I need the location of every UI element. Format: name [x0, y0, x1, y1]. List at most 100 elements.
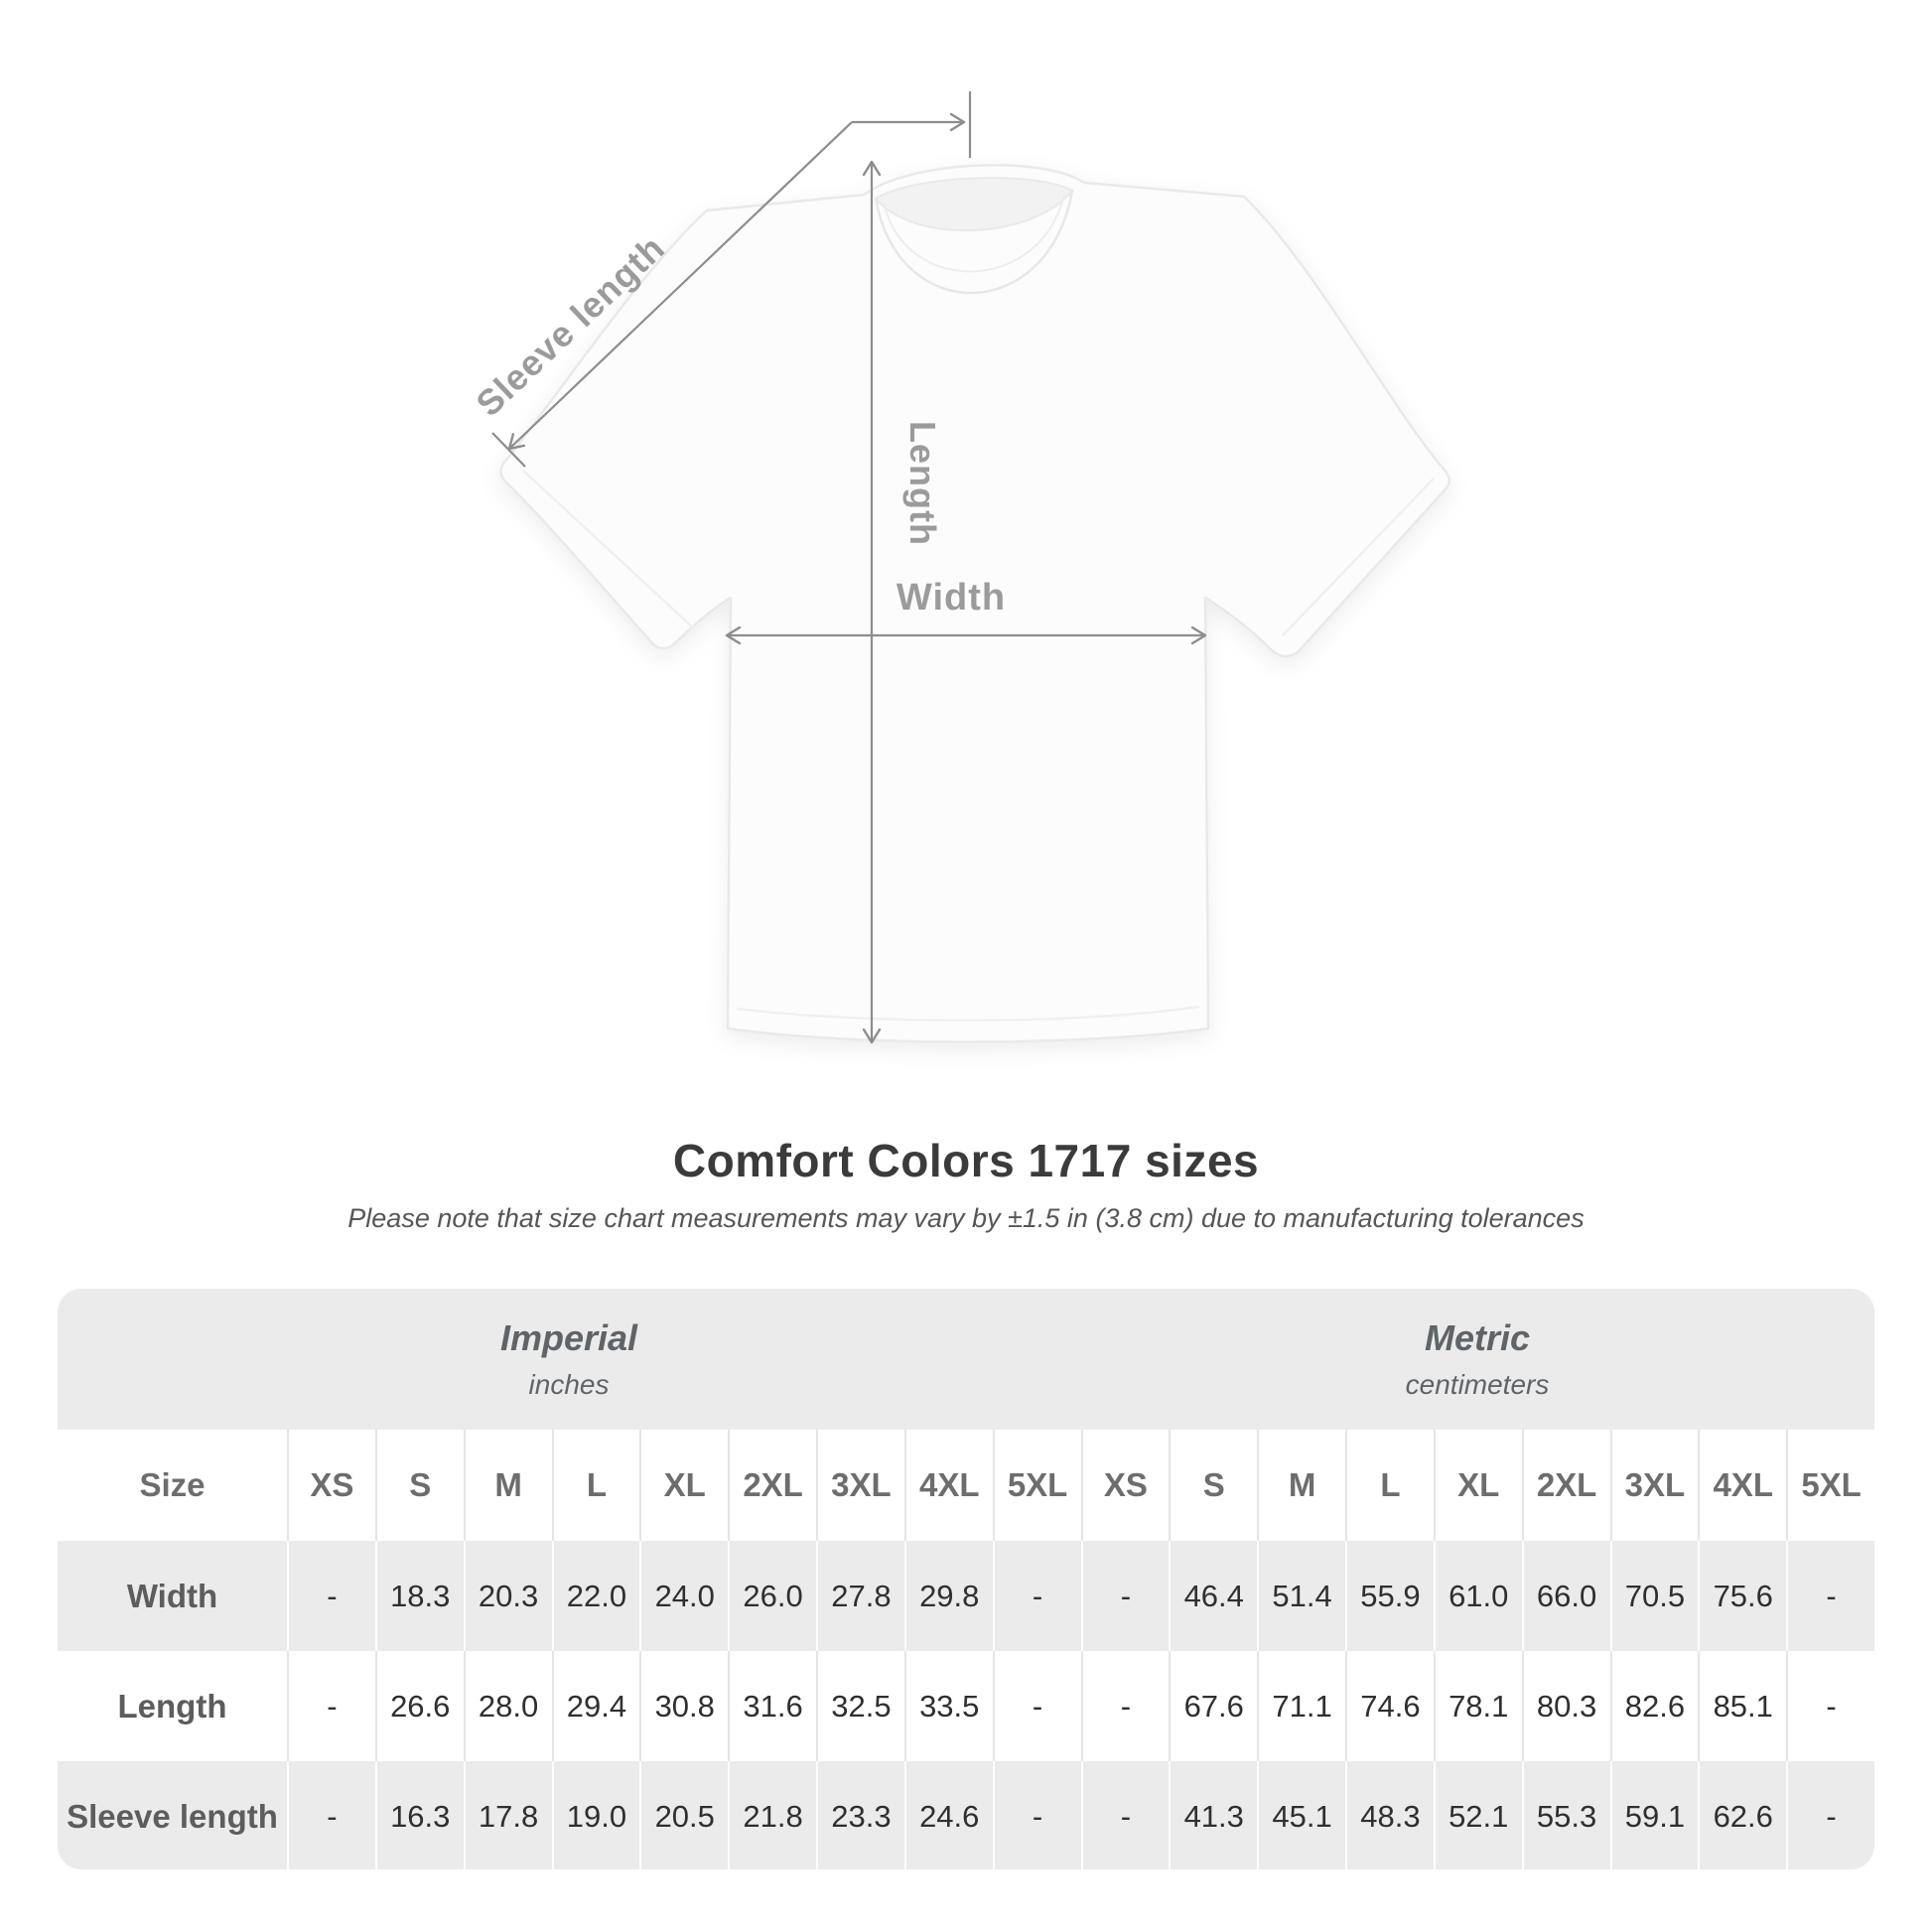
metric-unit-group: Metric centimeters: [1080, 1289, 1874, 1430]
value-cell: 55.9: [1345, 1541, 1434, 1651]
value-cell: 52.1: [1433, 1761, 1522, 1869]
value-cell: 26.0: [728, 1541, 816, 1651]
size-header-cell: L: [551, 1430, 640, 1541]
imperial-unit-group: Imperial inches: [58, 1289, 1080, 1430]
length-label: Length: [902, 421, 943, 546]
size-header-cell: M: [463, 1430, 552, 1541]
tshirt-collar-outer-seam: [874, 190, 1074, 295]
size-header-cell: S: [1169, 1430, 1257, 1541]
size-header-cell: 5XL: [1786, 1430, 1874, 1541]
value-cell: 62.6: [1698, 1761, 1786, 1869]
size-header-cell: S: [374, 1430, 464, 1541]
tshirt-hem-stitch: [736, 1005, 1200, 1022]
value-cell: 33.5: [903, 1651, 993, 1761]
value-cell: 30.8: [639, 1651, 728, 1761]
row-label: Sleeve length: [67, 1797, 278, 1835]
value-cell: 71.1: [1257, 1651, 1345, 1761]
width-label: Width: [897, 577, 1006, 619]
imperial-unit: inches: [528, 1369, 610, 1400]
value-cell: 45.1: [1257, 1761, 1345, 1869]
tshirt-image: [499, 164, 1450, 1043]
imperial-label: Imperial: [499, 1317, 638, 1358]
value-cell: 27.8: [816, 1541, 904, 1651]
row-label: Length: [117, 1687, 227, 1725]
size-header-cell: 5XL: [992, 1430, 1081, 1541]
value-cell: -: [287, 1761, 375, 1869]
size-table: Imperial inches Metric centimeters Size X…: [58, 1289, 1874, 1869]
unit-header-band: Imperial inches Metric centimeters: [58, 1289, 1874, 1430]
value-cell: 29.4: [551, 1651, 640, 1761]
size-header-cell: 3XL: [1609, 1430, 1699, 1541]
value-cell: 55.3: [1521, 1761, 1610, 1869]
sleeve-end-tick: [491, 432, 526, 468]
metric-label: Metric: [1424, 1317, 1531, 1358]
size-header-cell: 4XL: [1698, 1430, 1786, 1541]
value-cell: 29.8: [903, 1541, 993, 1651]
width-row: Width -18.3 20.3 22.0 24.0 26.0 27.8 29.8- -46.4…: [58, 1541, 1874, 1651]
value-cell: 24.0: [639, 1541, 728, 1651]
metric-unit: centimeters: [1405, 1369, 1550, 1400]
value-cell: 20.3: [463, 1541, 552, 1651]
size-header-cell: XS: [1080, 1430, 1170, 1541]
page-title: Comfort Colors 1717 sizes: [672, 1135, 1260, 1186]
value-cell: 26.6: [374, 1651, 464, 1761]
tshirt-collar-inner-seam: [883, 193, 1065, 273]
value-cell: -: [287, 1651, 375, 1761]
value-cell: 22.0: [551, 1541, 640, 1651]
value-cell: 16.3: [374, 1761, 464, 1869]
value-cell: 82.6: [1609, 1651, 1699, 1761]
value-cell: 78.1: [1433, 1651, 1522, 1761]
value-cell: 80.3: [1521, 1651, 1610, 1761]
value-cell: 46.4: [1169, 1541, 1257, 1651]
size-header-cell: 3XL: [816, 1430, 904, 1541]
value-cell: -: [1786, 1651, 1874, 1761]
value-cell: 31.6: [728, 1651, 816, 1761]
tshirt-measurement-diagram: Sleeve length Length Width: [468, 91, 1450, 1044]
value-cell: 61.0: [1433, 1541, 1522, 1651]
value-cell: 41.3: [1169, 1761, 1257, 1869]
value-cell: -: [992, 1541, 1081, 1651]
value-cell: 19.0: [551, 1761, 640, 1869]
value-cell: 24.6: [903, 1761, 993, 1869]
value-cell: 85.1: [1698, 1651, 1786, 1761]
value-cell: 75.6: [1698, 1541, 1786, 1651]
tshirt-body: [499, 164, 1450, 1043]
value-cell: -: [1080, 1761, 1170, 1869]
value-cell: 18.3: [374, 1541, 464, 1651]
value-cell: 28.0: [463, 1651, 552, 1761]
value-cell: 48.3: [1345, 1761, 1434, 1869]
size-header-cell: XS: [287, 1430, 375, 1541]
value-cell: 74.6: [1345, 1651, 1434, 1761]
size-header-cell: XL: [1433, 1430, 1522, 1541]
value-cell: 51.4: [1257, 1541, 1345, 1651]
value-cell: 67.6: [1169, 1651, 1257, 1761]
value-cell: -: [992, 1761, 1081, 1869]
sleeve-dimension-line: [507, 121, 853, 451]
value-cell: -: [1786, 1761, 1874, 1869]
size-header-cell: M: [1257, 1430, 1345, 1541]
row-label: Width: [126, 1577, 218, 1614]
size-header-cell: 2XL: [1521, 1430, 1610, 1541]
tshirt-right-cuff-stitch: [1282, 478, 1435, 636]
tshirt-left-cuff-stitch: [522, 470, 696, 630]
value-cell: 20.5: [639, 1761, 728, 1869]
value-cell: 70.5: [1609, 1541, 1699, 1651]
size-header-cell: 4XL: [903, 1430, 993, 1541]
value-cell: 21.8: [728, 1761, 816, 1869]
value-cell: -: [287, 1541, 375, 1651]
value-cell: 23.3: [816, 1761, 904, 1869]
value-cell: 32.5: [816, 1651, 904, 1761]
size-header-cell: 2XL: [728, 1430, 816, 1541]
sleeve-length-row: Sleeve length -16.3 17.8 19.0 20.5 21.8 23.3 24…: [58, 1761, 1874, 1869]
value-cell: 17.8: [463, 1761, 552, 1869]
size-header-cell: L: [1345, 1430, 1434, 1541]
size-header-cell: XL: [639, 1430, 728, 1541]
value-cell: 66.0: [1521, 1541, 1610, 1651]
value-cell: 59.1: [1609, 1761, 1699, 1869]
value-cell: -: [1080, 1651, 1170, 1761]
size-header-row: Size XS S M L XL 2XL 3XL 4XL 5XL XS S M L XL 2XL 3XL 4XL 5…: [58, 1430, 1874, 1541]
value-cell: -: [1080, 1541, 1170, 1651]
value-cell: -: [1786, 1541, 1874, 1651]
size-column-header: Size: [139, 1466, 206, 1503]
length-row: Length -26.6 28.0 29.4 30.8 31.6 32.5 33.5- -67.…: [58, 1651, 1874, 1761]
